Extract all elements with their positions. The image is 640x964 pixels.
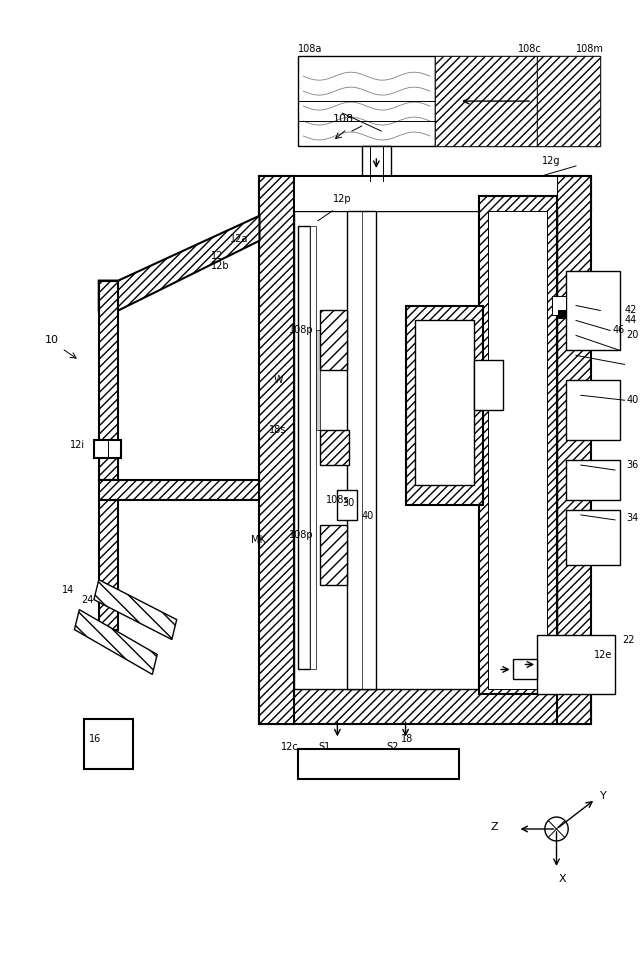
Text: 108p: 108p bbox=[289, 326, 314, 335]
Bar bbox=[298, 226, 310, 669]
Text: 18s: 18s bbox=[269, 425, 287, 435]
Text: 12b: 12b bbox=[211, 260, 229, 271]
Bar bbox=[537, 56, 600, 146]
Bar bbox=[259, 175, 294, 724]
Text: 108s: 108s bbox=[326, 495, 349, 505]
Text: 30: 30 bbox=[342, 498, 355, 508]
Text: W: W bbox=[274, 375, 284, 386]
Bar bbox=[320, 430, 349, 465]
Bar bbox=[347, 211, 376, 689]
Bar bbox=[320, 310, 347, 370]
Text: S2: S2 bbox=[386, 742, 399, 752]
Bar bbox=[99, 281, 118, 480]
Polygon shape bbox=[94, 579, 177, 639]
Text: 12a: 12a bbox=[230, 233, 248, 244]
Bar bbox=[415, 320, 474, 485]
Bar bbox=[337, 490, 357, 520]
Bar bbox=[259, 689, 591, 724]
Text: X: X bbox=[559, 873, 566, 884]
Bar bbox=[316, 331, 320, 430]
Bar bbox=[99, 480, 259, 500]
Text: S1: S1 bbox=[318, 742, 330, 752]
Text: Y: Y bbox=[600, 791, 607, 801]
Bar bbox=[557, 175, 591, 724]
Text: MK: MK bbox=[251, 535, 266, 545]
Bar bbox=[435, 56, 537, 146]
Text: 16: 16 bbox=[89, 735, 101, 744]
Polygon shape bbox=[74, 609, 157, 675]
Text: 10: 10 bbox=[45, 335, 60, 345]
Bar bbox=[84, 719, 133, 769]
Bar bbox=[537, 56, 600, 146]
Text: 12i: 12i bbox=[70, 441, 84, 450]
Text: 12p: 12p bbox=[333, 194, 351, 203]
Text: 108a: 108a bbox=[298, 44, 323, 54]
Text: 40: 40 bbox=[362, 511, 374, 521]
Bar bbox=[488, 211, 547, 689]
Text: 24: 24 bbox=[81, 595, 93, 604]
Text: 46: 46 bbox=[613, 326, 625, 335]
Text: 34: 34 bbox=[627, 513, 639, 522]
Bar bbox=[566, 380, 620, 441]
Text: 108m: 108m bbox=[576, 44, 604, 54]
Text: 18: 18 bbox=[401, 735, 413, 744]
Bar bbox=[320, 524, 347, 585]
Text: 36: 36 bbox=[627, 460, 639, 470]
Text: 22: 22 bbox=[623, 634, 636, 645]
Bar bbox=[566, 510, 620, 565]
Text: 14: 14 bbox=[62, 585, 74, 595]
Bar bbox=[566, 460, 620, 500]
Text: 20: 20 bbox=[627, 331, 639, 340]
Text: Z: Z bbox=[490, 822, 498, 832]
Bar bbox=[310, 226, 316, 669]
Bar bbox=[513, 659, 537, 680]
Text: 108p: 108p bbox=[289, 530, 314, 540]
Bar bbox=[99, 500, 118, 629]
Bar bbox=[294, 211, 557, 689]
Text: 12g: 12g bbox=[542, 156, 561, 166]
Bar bbox=[435, 56, 537, 146]
Text: 12: 12 bbox=[211, 251, 223, 260]
Text: 108c: 108c bbox=[518, 44, 541, 54]
Bar bbox=[298, 749, 459, 779]
Bar bbox=[479, 196, 557, 694]
Text: 12c: 12c bbox=[281, 742, 298, 752]
Bar bbox=[566, 271, 620, 350]
Polygon shape bbox=[99, 216, 259, 310]
Bar bbox=[552, 296, 566, 315]
Text: 108: 108 bbox=[333, 114, 354, 124]
Bar bbox=[94, 441, 121, 458]
Text: 12e: 12e bbox=[593, 650, 612, 659]
Bar bbox=[294, 175, 557, 211]
Text: 44: 44 bbox=[625, 315, 637, 326]
Bar bbox=[559, 310, 566, 318]
Text: 42: 42 bbox=[625, 306, 637, 315]
Bar bbox=[406, 306, 483, 505]
Bar bbox=[537, 634, 615, 694]
Bar bbox=[298, 56, 435, 146]
Text: 40: 40 bbox=[627, 395, 639, 405]
Bar bbox=[474, 361, 503, 411]
Bar bbox=[362, 146, 391, 181]
Bar bbox=[259, 175, 591, 211]
